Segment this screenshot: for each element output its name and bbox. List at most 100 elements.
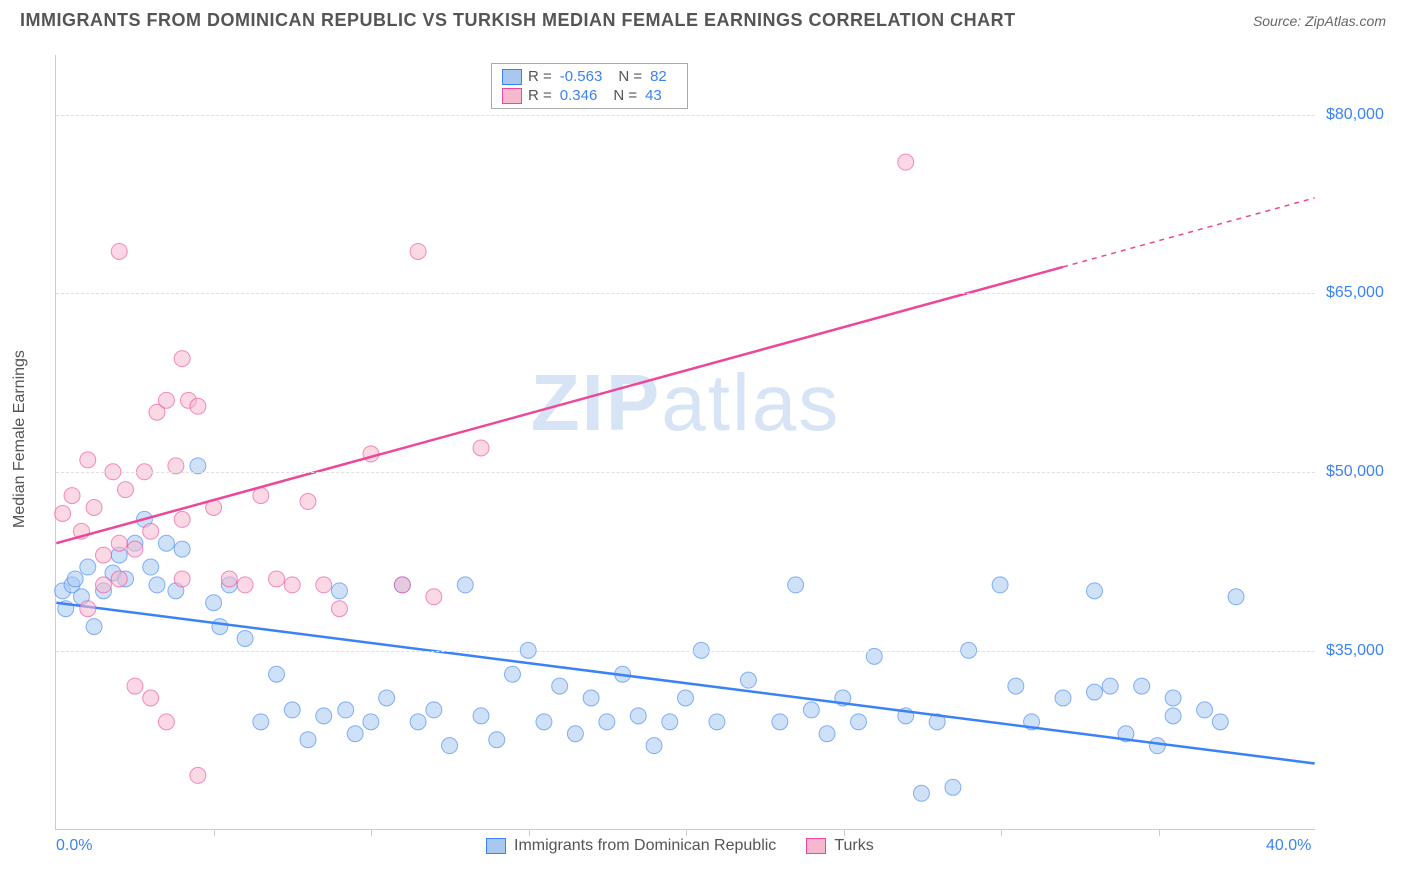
dominican-point <box>338 702 354 718</box>
dominican-point <box>583 690 599 706</box>
grid-line <box>56 472 1315 473</box>
dominican-point <box>410 714 426 730</box>
dominican-point <box>945 779 961 795</box>
turks-point <box>127 541 143 557</box>
dominican-point <box>1149 738 1165 754</box>
dominican-point <box>347 726 363 742</box>
turks-point <box>269 571 285 587</box>
dominican-point <box>237 630 253 646</box>
turks-point <box>331 601 347 617</box>
turks-point <box>143 523 159 539</box>
turks-point <box>158 714 174 730</box>
dominican-point <box>1212 714 1228 730</box>
turks-point <box>300 494 316 510</box>
dominican-point <box>158 535 174 551</box>
x-tick <box>529 830 530 836</box>
x-tick <box>844 830 845 836</box>
turks-point <box>96 577 112 593</box>
stats-legend: R = -0.563 N = 82R =0.346N =43 <box>491 63 688 109</box>
legend-n-label: N = <box>618 68 642 85</box>
legend-row-turks: R =0.346N =43 <box>502 86 677 105</box>
turks-point <box>174 571 190 587</box>
turks-point <box>127 678 143 694</box>
dominican-point <box>86 619 102 635</box>
dominican-point <box>1165 708 1181 724</box>
dominican-point <box>536 714 552 730</box>
series-legend-item: Immigrants from Dominican Republic <box>486 837 776 855</box>
legend-swatch <box>502 69 522 85</box>
turks-point <box>190 398 206 414</box>
turks-point <box>80 452 96 468</box>
grid-line <box>56 293 1315 294</box>
legend-r-value: -0.563 <box>560 68 603 85</box>
turks-point <box>111 571 127 587</box>
turks-point <box>253 488 269 504</box>
x-min-label: 0.0% <box>56 837 92 855</box>
dominican-point <box>1102 678 1118 694</box>
grid-line <box>56 115 1315 116</box>
legend-swatch <box>806 838 826 854</box>
dominican-point <box>363 714 379 730</box>
dominican-point <box>80 559 96 575</box>
dominican-point <box>149 577 165 593</box>
y-tick-label: $80,000 <box>1326 106 1384 124</box>
turks-point <box>174 351 190 367</box>
series-legend-item: Turks <box>806 837 873 855</box>
dominican-point <box>788 577 804 593</box>
dominican-point <box>1228 589 1244 605</box>
dominican-point <box>913 785 929 801</box>
dominican-point <box>1134 678 1150 694</box>
y-tick-label: $65,000 <box>1326 284 1384 302</box>
turks-point <box>143 690 159 706</box>
turks-point <box>174 511 190 527</box>
dominican-point <box>1055 690 1071 706</box>
grid-line <box>56 651 1315 652</box>
dominican-point <box>851 714 867 730</box>
dominican-point <box>599 714 615 730</box>
x-tick <box>1159 830 1160 836</box>
dominican-point <box>1197 702 1213 718</box>
dominican-point <box>253 714 269 730</box>
dominican-point <box>473 708 489 724</box>
dominican-point <box>316 708 332 724</box>
x-max-label: 40.0% <box>1266 837 1311 855</box>
source-attribution: Source: ZipAtlas.com <box>1253 13 1386 29</box>
dominican-point <box>143 559 159 575</box>
turks-trend-line <box>56 267 1063 543</box>
legend-r-label: R = <box>528 68 552 85</box>
dominican-point <box>457 577 473 593</box>
dominican-point <box>1008 678 1024 694</box>
dominican-point <box>1086 583 1102 599</box>
legend-n-value: 82 <box>650 68 667 85</box>
dominican-point <box>772 714 788 730</box>
legend-swatch <box>502 88 522 104</box>
turks-point <box>394 577 410 593</box>
dominican-point <box>678 690 694 706</box>
turks-point <box>111 535 127 551</box>
turks-point <box>316 577 332 593</box>
legend-n-value: 43 <box>645 87 662 104</box>
x-tick <box>1001 830 1002 836</box>
turks-point <box>426 589 442 605</box>
turks-point <box>190 767 206 783</box>
dominican-point <box>206 595 222 611</box>
turks-point <box>221 571 237 587</box>
turks-point <box>473 440 489 456</box>
dominican-trend-line <box>56 603 1314 764</box>
chart-title: IMMIGRANTS FROM DOMINICAN REPUBLIC VS TU… <box>20 10 1016 31</box>
dominican-point <box>1165 690 1181 706</box>
dominican-point <box>630 708 646 724</box>
dominican-point <box>379 690 395 706</box>
chart-plot-area: ZIPatlas R =-0.563N =82R =0.346N =43 Imm… <box>55 55 1315 830</box>
legend-r-label: R = <box>528 87 552 104</box>
turks-point <box>237 577 253 593</box>
y-tick-label: $35,000 <box>1326 642 1384 660</box>
dominican-point <box>426 702 442 718</box>
series-legend-label: Turks <box>834 837 873 855</box>
series-legend-label: Immigrants from Dominican Republic <box>514 837 776 855</box>
dominican-point <box>489 732 505 748</box>
turks-point <box>898 154 914 170</box>
dominican-point <box>269 666 285 682</box>
turks-point <box>118 482 134 498</box>
dominican-point <box>552 678 568 694</box>
